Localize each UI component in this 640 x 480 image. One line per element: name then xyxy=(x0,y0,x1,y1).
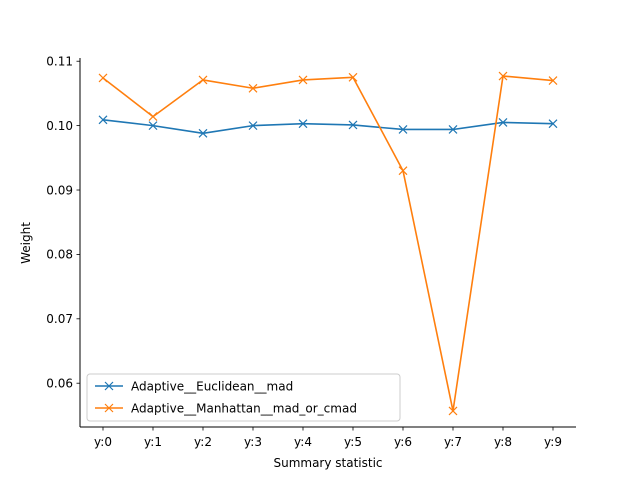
x-tick-label: y:8 xyxy=(494,435,512,449)
x-tick-label: y:4 xyxy=(294,435,312,449)
x-tick-label: y:0 xyxy=(94,435,112,449)
data-point-marker xyxy=(398,166,408,176)
legend-marker xyxy=(104,381,114,391)
legend-label: Adaptive__Euclidean__mad xyxy=(131,380,293,394)
data-point-marker xyxy=(498,117,508,127)
series-line xyxy=(102,75,554,412)
series-0 xyxy=(98,115,558,138)
series-line xyxy=(102,119,554,135)
data-point-marker xyxy=(248,83,258,93)
legend: Adaptive__Euclidean__mad Adaptive__Manhat… xyxy=(86,373,401,422)
x-ticks: y:0 y:1 y:2 y:3 y:4 y:5 y:6 y:7 y:8 y:9 xyxy=(94,427,562,449)
data-point-marker xyxy=(298,119,308,129)
data-point-marker xyxy=(398,125,408,134)
x-tick-label: y:1 xyxy=(144,435,162,449)
x-axis-label: Summary statistic xyxy=(273,456,382,470)
series-layer xyxy=(98,71,558,416)
data-point-marker xyxy=(548,119,558,129)
y-tick-label: 0.09 xyxy=(46,183,73,197)
data-point-marker xyxy=(198,128,208,138)
data-point-marker xyxy=(248,121,258,131)
y-tick-label: 0.06 xyxy=(46,377,73,391)
x-tick-label: y:5 xyxy=(344,435,362,449)
x-tick-label: y:7 xyxy=(444,435,462,449)
data-point-marker xyxy=(548,76,558,85)
data-point-marker xyxy=(348,72,358,82)
data-point-marker xyxy=(98,115,108,125)
legend-entry: Adaptive__Euclidean__mad xyxy=(95,380,293,394)
y-tick-label: 0.07 xyxy=(46,312,73,326)
y-tick-label: 0.08 xyxy=(46,248,73,262)
y-tick-label: 0.11 xyxy=(46,55,73,69)
x-tick-label: y:2 xyxy=(194,435,212,449)
legend-frame xyxy=(86,373,401,422)
legend-entries: Adaptive__Euclidean__mad Adaptive__Manhat… xyxy=(95,380,357,416)
y-ticks: 0.06 0.07 0.08 0.09 0.10 0.11 xyxy=(46,55,80,391)
series-1 xyxy=(98,71,558,416)
data-point-marker xyxy=(448,406,458,416)
y-tick-label: 0.10 xyxy=(46,119,73,133)
data-point-marker xyxy=(148,121,158,131)
data-point-marker xyxy=(448,125,458,134)
x-tick-label: y:6 xyxy=(394,435,412,449)
data-point-marker xyxy=(148,112,158,122)
y-axis-label: Weight xyxy=(19,222,33,264)
x-tick-label: y:9 xyxy=(544,435,562,449)
legend-marker xyxy=(104,403,114,413)
data-point-marker xyxy=(98,73,108,83)
x-tick-label: y:3 xyxy=(244,435,262,449)
data-point-marker xyxy=(198,75,208,85)
legend-label: Adaptive__Manhattan__mad_or_cmad xyxy=(131,402,357,416)
legend-entry: Adaptive__Manhattan__mad_or_cmad xyxy=(95,402,357,416)
data-point-marker xyxy=(298,75,308,85)
data-point-marker xyxy=(348,120,358,130)
data-point-marker xyxy=(498,71,508,81)
